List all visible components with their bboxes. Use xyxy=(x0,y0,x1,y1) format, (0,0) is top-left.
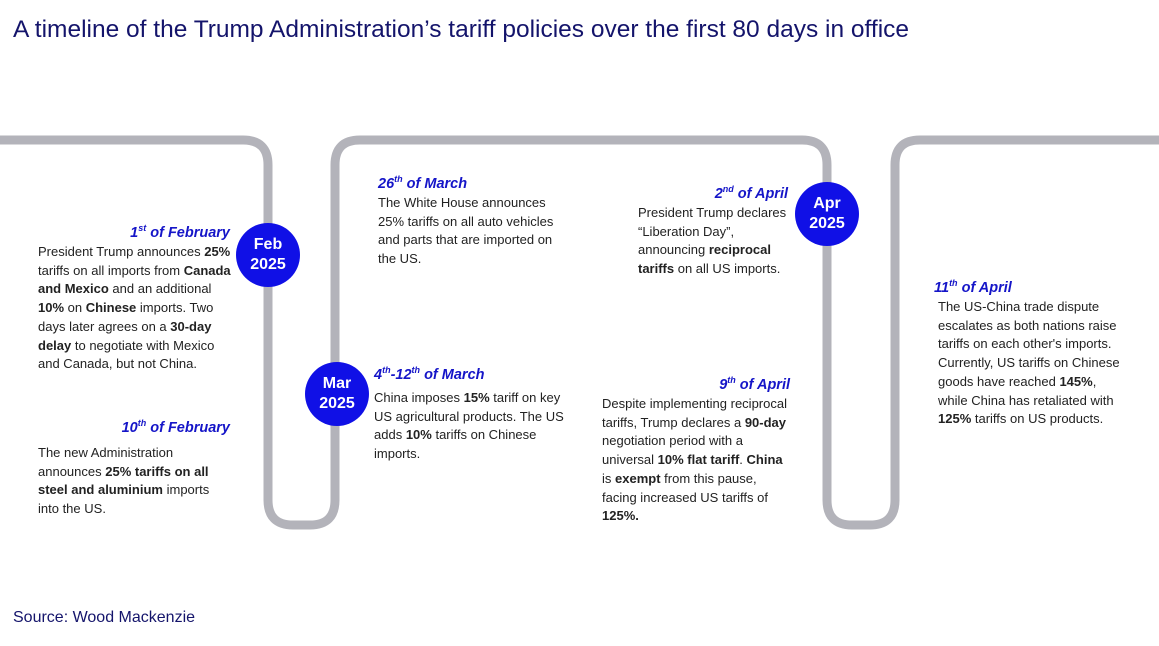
event: 1st of February President Trump announces… xyxy=(38,223,231,374)
text: tariffs on US products. xyxy=(971,411,1104,427)
month: Feb xyxy=(253,236,283,253)
event-date: 2nd of April xyxy=(638,184,788,204)
event-body: The US-China trade dispute escalates as … xyxy=(938,298,1124,429)
text: China imposes xyxy=(374,390,464,405)
text: tariffs on Chinese imports. xyxy=(374,427,537,462)
timeline-path xyxy=(0,135,1159,530)
bold-text: 10% xyxy=(38,300,65,316)
text: 11 xyxy=(934,280,950,296)
title: A timeline of the Trump Administration’s… xyxy=(13,16,910,43)
text: to negotiate with Mexico and Canada, but… xyxy=(38,337,215,372)
bold-text: reciprocal tariffs xyxy=(638,242,771,277)
text: 26 xyxy=(378,176,395,192)
text: 1 xyxy=(130,225,139,241)
superscript: th xyxy=(137,418,147,429)
year: 2025 xyxy=(809,215,845,232)
milestone-circle xyxy=(795,182,859,246)
milestone-label: Apr 2025 xyxy=(795,194,859,234)
bold-text: 125% xyxy=(938,411,972,427)
text: 10 xyxy=(121,420,138,436)
text: . xyxy=(739,452,747,468)
superscript: th xyxy=(382,365,391,376)
event: 4th-12th of March China imposes 15% tarif… xyxy=(374,365,574,464)
text: and an additional xyxy=(108,281,212,297)
superscript: th xyxy=(394,174,403,185)
event-date: 10th of February xyxy=(38,418,230,438)
bold-text: Canada and Mexico xyxy=(38,262,231,297)
event-body: The White House announces 25% tariffs on… xyxy=(378,194,563,269)
text: 9 xyxy=(719,377,728,393)
text: of April xyxy=(957,280,1012,296)
event-date: 1st of February xyxy=(38,223,230,243)
superscript: st xyxy=(138,223,147,234)
text: from this pause, facing increased US tar… xyxy=(602,470,768,505)
event-body: The new Administration announces 25% tar… xyxy=(38,444,220,519)
event: 26th of March The White House announces 2… xyxy=(378,174,568,269)
event-date: 4th-12th of March xyxy=(374,365,574,385)
milestone-label: Feb 2025 xyxy=(236,235,300,275)
event-body: China imposes 15% tariff on key US agric… xyxy=(374,389,570,464)
text: is xyxy=(602,470,615,486)
event: 11th of April The US-China trade dispute … xyxy=(934,278,1134,429)
event-date: 26th of March xyxy=(378,174,568,194)
event-date: 11th of April xyxy=(934,278,1134,298)
event: 2nd of April President Trump declares “Li… xyxy=(638,184,788,279)
milestone-circle xyxy=(305,362,369,426)
bold-text: exempt xyxy=(615,470,661,486)
text: President Trump announces xyxy=(38,244,205,259)
superscript: th xyxy=(727,375,736,386)
text: Despite implementing reciprocal tariffs,… xyxy=(602,396,787,430)
milestone-label: Mar 2025 xyxy=(305,374,369,414)
text: of March xyxy=(402,176,468,192)
bold-text: 125%. xyxy=(602,508,639,524)
event: 9th of April Despite implementing recipro… xyxy=(602,375,790,526)
text: tariffs on all imports from xyxy=(38,262,184,278)
bold-text: 10% xyxy=(405,427,432,443)
event-body: President Trump declares “Liberation Day… xyxy=(638,204,793,279)
text: The US-China trade dispute escalates as … xyxy=(938,299,1120,389)
event-body: President Trump announces 25% tariffs on… xyxy=(38,243,238,374)
text: of April xyxy=(735,377,790,393)
bold-text: 15% xyxy=(463,390,490,405)
text: of April xyxy=(733,186,788,202)
text: The White House announces 25% tariffs on… xyxy=(378,195,554,267)
bold-text: Chinese xyxy=(85,300,137,316)
text: on all US imports. xyxy=(674,261,781,277)
superscript: th xyxy=(411,365,421,376)
event: 10th of February The new Administration a… xyxy=(38,418,230,519)
bold-text: 10% flat tariff xyxy=(657,452,740,468)
text: imports into the US. xyxy=(38,482,210,517)
year: 2025 xyxy=(319,395,355,412)
event-body: Despite implementing reciprocal tariffs,… xyxy=(602,395,790,526)
text: on xyxy=(64,300,86,316)
superscript: nd xyxy=(722,184,734,195)
text: imports. Two days later agrees on a xyxy=(38,300,214,334)
text: 2 xyxy=(714,186,723,202)
text: tariff on key US agricultural products. … xyxy=(374,390,564,443)
bold-text: 90-day xyxy=(744,414,787,430)
bold-text: 145% xyxy=(1059,373,1093,389)
text: , while China has retaliated with xyxy=(938,373,1114,408)
year: 2025 xyxy=(250,256,286,273)
text: of February xyxy=(146,420,230,436)
event-date: 9th of April xyxy=(602,375,790,395)
milestone-circle xyxy=(236,223,300,287)
text: President Trump declares “Liberation Day… xyxy=(638,205,787,258)
superscript: th xyxy=(949,278,958,289)
text: -12 xyxy=(390,367,412,383)
bold-text: 25% xyxy=(204,244,231,259)
bold-text: 25% tariffs on all steel and aluminium xyxy=(38,463,209,498)
month: Apr xyxy=(813,195,841,212)
bold-text: 30-day delay xyxy=(38,318,212,353)
text: of March xyxy=(420,367,485,383)
month: Mar xyxy=(322,375,352,392)
source: Source: Wood Mackenzie xyxy=(13,609,196,626)
text: of February xyxy=(146,225,230,241)
text: 4 xyxy=(374,367,383,383)
bold-text: China xyxy=(746,452,783,468)
text: negotiation period with a universal xyxy=(602,433,743,468)
text: The new Administration announces xyxy=(38,445,174,479)
